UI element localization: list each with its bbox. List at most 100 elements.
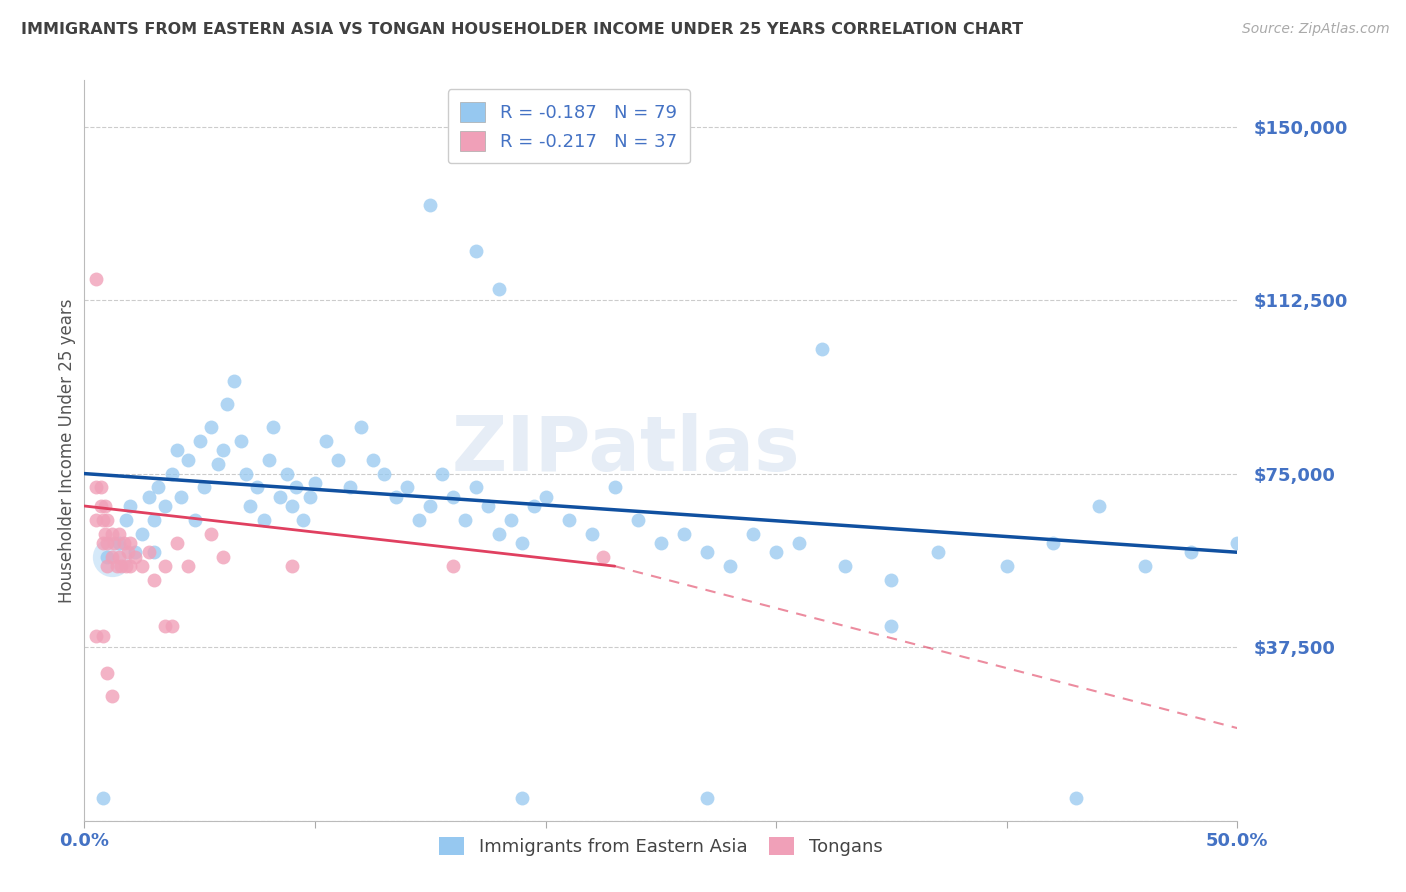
Point <box>384 490 406 504</box>
Point <box>105 559 128 574</box>
Point <box>523 499 546 513</box>
Point <box>120 499 142 513</box>
Point <box>217 397 239 411</box>
Point <box>269 490 291 504</box>
Point <box>339 480 361 494</box>
Point <box>1064 790 1087 805</box>
Point <box>84 513 107 527</box>
Point <box>995 559 1018 574</box>
Point <box>160 619 183 633</box>
Point <box>96 536 118 550</box>
Point <box>101 549 124 564</box>
Point <box>211 549 233 564</box>
Point <box>488 281 510 295</box>
Point <box>408 513 430 527</box>
Point <box>811 342 834 356</box>
Point <box>89 499 111 513</box>
Point <box>96 665 118 680</box>
Point <box>581 526 603 541</box>
Point <box>91 628 114 642</box>
Point <box>124 545 146 559</box>
Point <box>153 559 176 574</box>
Point <box>253 513 276 527</box>
Point <box>138 490 160 504</box>
Point <box>188 434 211 449</box>
Point <box>108 549 131 564</box>
Point <box>146 480 169 494</box>
Point <box>166 536 188 550</box>
Point <box>927 545 949 559</box>
Point <box>262 420 284 434</box>
Point <box>787 536 810 550</box>
Point <box>84 628 107 642</box>
Point <box>101 689 124 703</box>
Point <box>200 420 222 434</box>
Point <box>650 536 672 550</box>
Point <box>91 513 114 527</box>
Point <box>534 490 557 504</box>
Point <box>603 480 626 494</box>
Point <box>84 272 107 286</box>
Point <box>91 790 114 805</box>
Point <box>120 536 142 550</box>
Point <box>672 526 695 541</box>
Point <box>166 443 188 458</box>
Point <box>696 545 718 559</box>
Point <box>880 573 903 587</box>
Point <box>131 559 153 574</box>
Point <box>142 573 165 587</box>
Point <box>120 559 142 574</box>
Point <box>361 452 384 467</box>
Point <box>488 526 510 541</box>
Point <box>207 458 229 472</box>
Point <box>326 452 349 467</box>
Point <box>304 475 326 490</box>
Point <box>224 374 246 388</box>
Point <box>193 480 215 494</box>
Point <box>276 467 298 481</box>
Point <box>441 490 464 504</box>
Point <box>742 526 765 541</box>
Point <box>96 559 118 574</box>
Point <box>231 434 253 449</box>
Legend: Immigrants from Eastern Asia, Tongans: Immigrants from Eastern Asia, Tongans <box>432 830 890 863</box>
Point <box>117 545 139 559</box>
Point <box>200 526 222 541</box>
Point <box>1088 499 1111 513</box>
Point <box>96 549 118 564</box>
Point <box>281 499 304 513</box>
Point <box>115 513 138 527</box>
Point <box>142 545 165 559</box>
Point <box>1180 545 1202 559</box>
Point <box>177 559 200 574</box>
Point <box>91 536 114 550</box>
Point <box>292 513 315 527</box>
Point <box>110 559 132 574</box>
Point <box>477 499 499 513</box>
Point <box>285 480 308 494</box>
Point <box>115 559 138 574</box>
Point <box>103 536 125 550</box>
Point <box>153 619 176 633</box>
Point <box>160 467 183 481</box>
Point <box>235 467 257 481</box>
Point <box>94 499 117 513</box>
Point <box>89 480 111 494</box>
Point <box>94 526 117 541</box>
Point <box>84 480 107 494</box>
Point <box>112 536 135 550</box>
Point <box>96 513 118 527</box>
Point <box>718 559 741 574</box>
Point <box>108 536 131 550</box>
Point <box>108 526 131 541</box>
Point <box>315 434 337 449</box>
Point <box>557 513 579 527</box>
Point <box>441 559 464 574</box>
Point <box>177 452 200 467</box>
Point <box>419 499 441 513</box>
Point <box>246 480 269 494</box>
Point <box>211 443 233 458</box>
Point <box>454 513 477 527</box>
Point <box>299 490 322 504</box>
Point <box>373 467 395 481</box>
